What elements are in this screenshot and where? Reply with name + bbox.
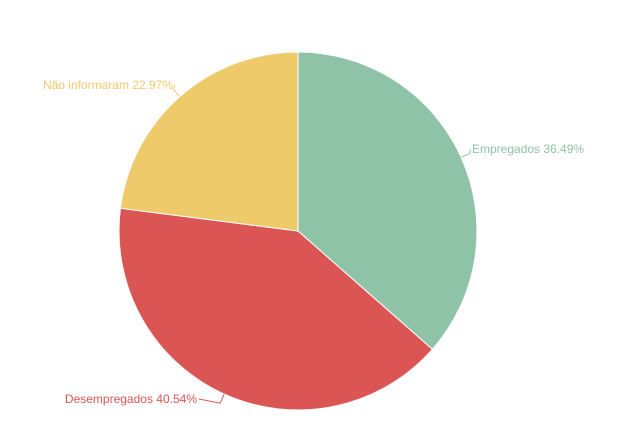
label-desempregados: Desempregados 40.54%	[65, 392, 197, 406]
label-nao-informaram: Não informaram 22.97%	[43, 78, 173, 92]
slice-empregados[interactable]	[297, 51, 478, 350]
slice-labels: Empregados 36.49% Desempregados 40.54% N…	[43, 78, 584, 406]
leader-line-desempregados	[198, 393, 225, 404]
pie-slices	[118, 51, 478, 411]
label-empregados: Empregados 36.49%	[472, 142, 584, 156]
slice-desempregados[interactable]	[118, 207, 434, 411]
leader-line-empregados	[460, 148, 471, 158]
leader-line-nao-informaram	[172, 84, 181, 97]
leader-lines	[172, 84, 471, 404]
